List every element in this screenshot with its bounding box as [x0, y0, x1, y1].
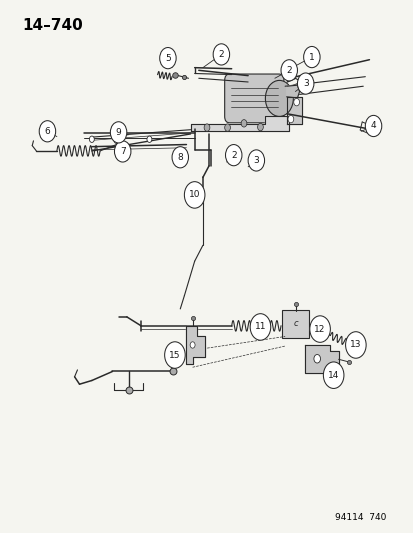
Text: 15: 15: [169, 351, 180, 360]
Circle shape: [257, 123, 263, 131]
Text: 8: 8: [177, 153, 183, 162]
Circle shape: [323, 362, 343, 389]
Circle shape: [172, 147, 188, 168]
Text: 7: 7: [119, 147, 125, 156]
Circle shape: [345, 332, 365, 358]
Circle shape: [114, 137, 119, 143]
Polygon shape: [304, 345, 338, 373]
Circle shape: [287, 115, 293, 123]
Circle shape: [247, 150, 264, 171]
Circle shape: [309, 316, 330, 342]
Text: 6: 6: [45, 127, 50, 136]
Circle shape: [164, 342, 185, 368]
Circle shape: [114, 141, 131, 162]
Circle shape: [190, 342, 195, 348]
Polygon shape: [286, 85, 299, 98]
Text: 94114  740: 94114 740: [334, 513, 385, 522]
Circle shape: [313, 354, 320, 363]
Circle shape: [110, 122, 126, 143]
Circle shape: [293, 99, 299, 106]
Circle shape: [303, 46, 319, 68]
Circle shape: [364, 115, 381, 136]
Circle shape: [240, 119, 246, 127]
Circle shape: [224, 124, 230, 131]
Text: c: c: [293, 319, 297, 328]
Polygon shape: [287, 97, 301, 124]
Circle shape: [184, 182, 204, 208]
Text: 10: 10: [188, 190, 200, 199]
FancyBboxPatch shape: [224, 74, 283, 123]
Text: 11: 11: [254, 322, 266, 332]
Circle shape: [89, 136, 94, 142]
Text: 2: 2: [218, 50, 224, 59]
Text: 14: 14: [327, 370, 339, 379]
Text: 13: 13: [349, 341, 361, 350]
Text: 4: 4: [370, 122, 375, 131]
Text: 1: 1: [308, 53, 314, 62]
Circle shape: [280, 60, 297, 81]
Text: 5: 5: [165, 54, 171, 62]
Circle shape: [147, 136, 152, 142]
Circle shape: [213, 44, 229, 65]
Text: 14–740: 14–740: [22, 18, 83, 34]
Circle shape: [249, 314, 270, 340]
Text: 2: 2: [286, 66, 291, 75]
Circle shape: [297, 73, 313, 94]
Circle shape: [265, 80, 293, 116]
Text: 12: 12: [313, 325, 325, 334]
Text: 3: 3: [302, 79, 308, 88]
FancyBboxPatch shape: [282, 310, 309, 337]
Circle shape: [159, 47, 176, 69]
Circle shape: [225, 144, 241, 166]
Circle shape: [204, 124, 209, 131]
Text: 3: 3: [253, 156, 259, 165]
Text: 2: 2: [230, 151, 236, 160]
Circle shape: [39, 120, 55, 142]
Text: 9: 9: [115, 128, 121, 137]
Polygon shape: [190, 116, 289, 131]
Polygon shape: [186, 326, 204, 364]
